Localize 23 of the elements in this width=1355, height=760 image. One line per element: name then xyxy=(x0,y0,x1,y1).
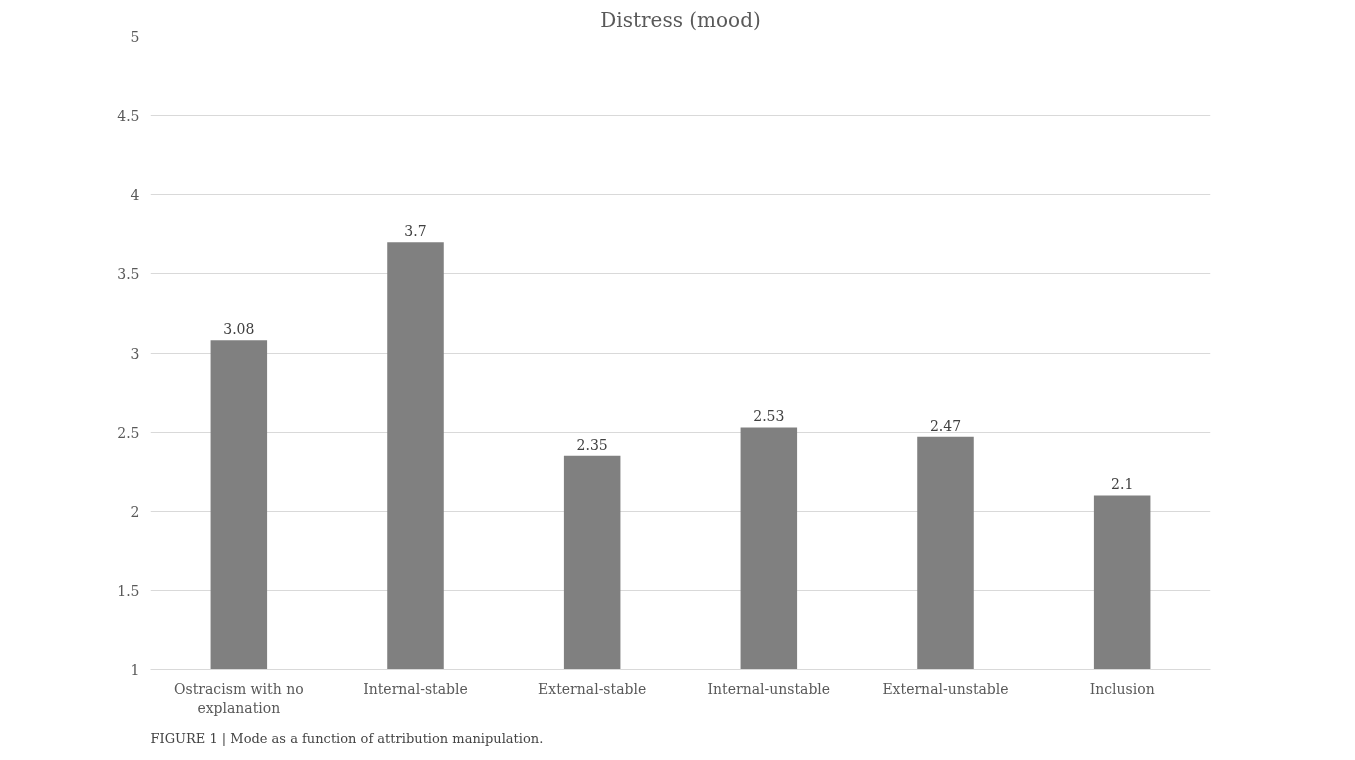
y-tick-label: 2 xyxy=(130,503,140,520)
y-tick-label: 4 xyxy=(130,187,140,204)
y-tick-label: 2.5 xyxy=(117,424,140,441)
y-tick-label: 4.5 xyxy=(117,108,140,125)
data-label: 2.53 xyxy=(753,408,785,425)
x-tick-label: Internal-unstable xyxy=(707,680,831,697)
data-label: 2.47 xyxy=(929,417,962,434)
y-tick-label: 3.5 xyxy=(117,266,140,283)
x-tick-label: Internal-stable xyxy=(363,680,468,697)
data-label: 3.7 xyxy=(404,223,427,240)
chart-title: Distress (mood) xyxy=(600,7,761,32)
y-tick-label: 1.5 xyxy=(117,582,140,599)
data-label: 3.08 xyxy=(223,321,255,338)
x-tick-label: External-unstable xyxy=(882,680,1009,697)
data-label: 2.35 xyxy=(576,436,608,453)
y-tick-label: 1 xyxy=(130,662,140,678)
y-tick-label: 5 xyxy=(130,29,140,45)
x-tick-label: Inclusion xyxy=(1089,680,1155,697)
y-tick-label: 3 xyxy=(130,345,140,362)
x-tick-label: External-stable xyxy=(538,680,647,697)
x-tick-label: Ostracism with no explanation xyxy=(174,680,304,716)
caption: FIGURE 1 | Mode as a function of attribution manipulation. xyxy=(150,730,544,746)
data-label: 2.1 xyxy=(1111,476,1134,493)
